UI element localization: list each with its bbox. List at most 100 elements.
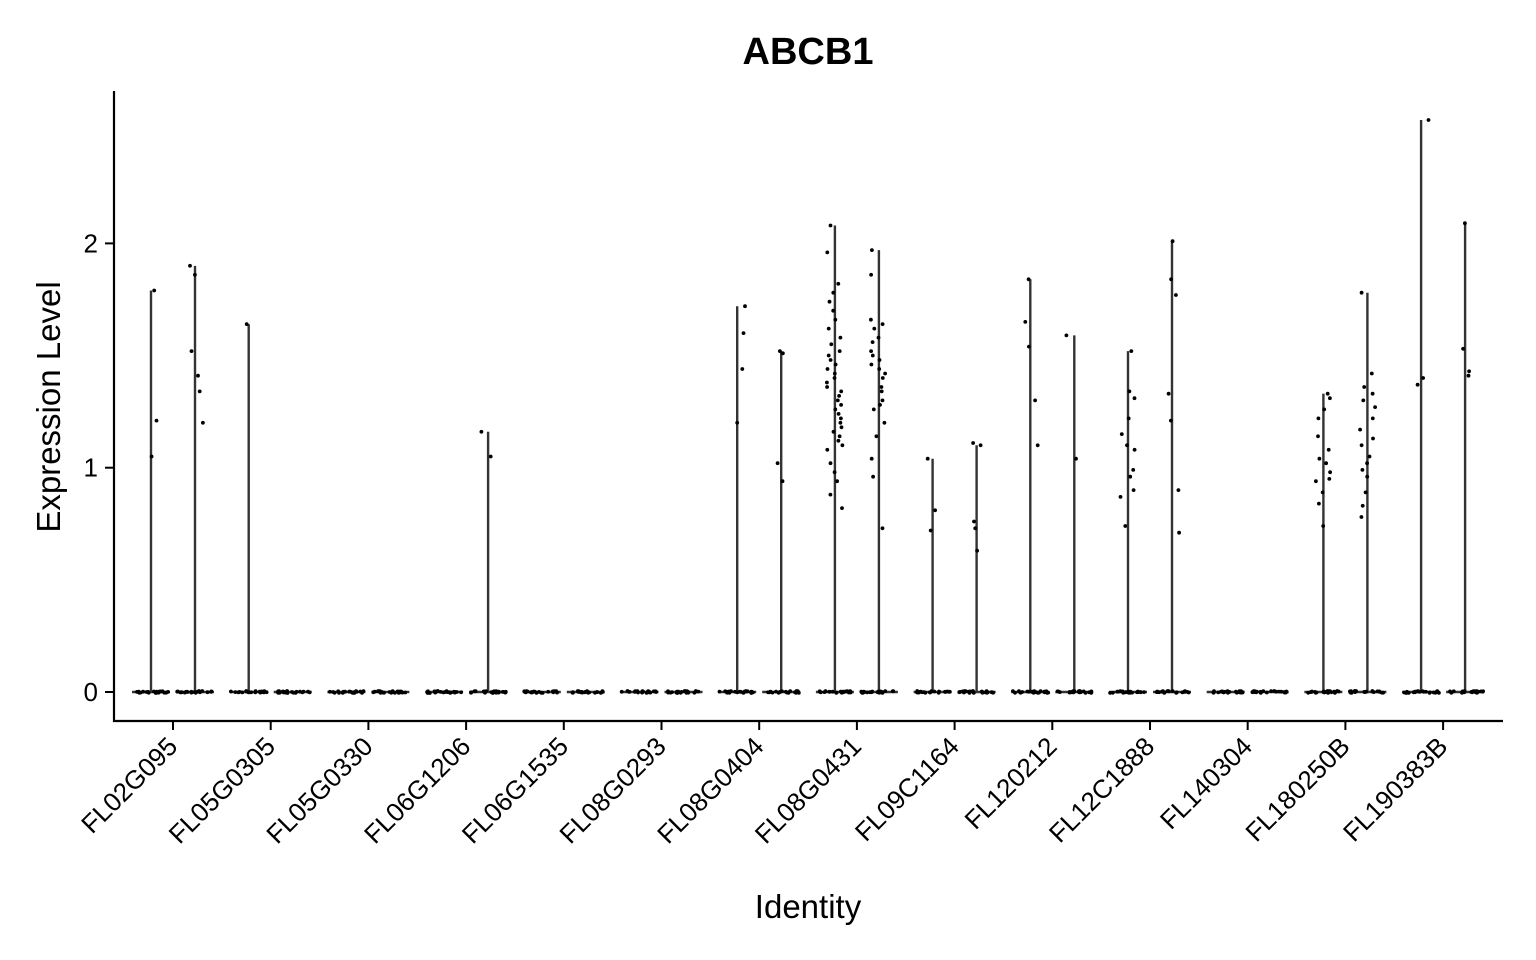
data-point: [1177, 530, 1181, 535]
data-point: [1121, 690, 1126, 695]
violin-group: [522, 689, 561, 695]
data-point: [1363, 490, 1368, 495]
data-point: [967, 689, 971, 694]
data-point: [738, 689, 743, 694]
data-point: [839, 425, 844, 430]
data-point: [839, 403, 843, 407]
data-point: [770, 690, 775, 695]
violin-group: [1402, 118, 1441, 695]
data-point: [337, 691, 341, 695]
violin-group: [273, 689, 312, 695]
data-point: [957, 690, 962, 695]
data-point: [832, 376, 837, 380]
data-point: [443, 690, 447, 694]
data-point: [880, 398, 885, 403]
data-point: [1180, 690, 1185, 695]
data-point: [1261, 689, 1266, 693]
y-tick-label: 2: [84, 228, 98, 258]
data-point: [1462, 690, 1467, 695]
data-point: [1042, 689, 1047, 694]
data-point: [1119, 432, 1124, 436]
data-point: [1361, 398, 1366, 403]
data-point: [1169, 277, 1173, 282]
data-point: [229, 689, 233, 694]
x-tick-label: FL120212: [959, 731, 1063, 835]
data-point: [524, 689, 528, 694]
data-point: [398, 689, 402, 694]
data-point: [1170, 689, 1175, 694]
data-point: [971, 689, 975, 693]
data-point: [403, 690, 408, 695]
data-point: [775, 461, 780, 466]
data-point: [1056, 689, 1061, 694]
data-point: [1306, 690, 1311, 695]
data-point: [1136, 689, 1140, 694]
data-point: [975, 548, 979, 553]
data-point: [193, 272, 197, 277]
data-point: [1170, 239, 1175, 244]
data-point: [973, 526, 978, 531]
data-point: [189, 349, 194, 353]
data-point: [298, 689, 302, 694]
data-point: [530, 690, 534, 695]
data-point: [826, 353, 831, 358]
data-point: [729, 689, 733, 694]
data-point: [835, 398, 840, 403]
data-point: [980, 690, 985, 694]
data-point: [640, 690, 644, 695]
data-point: [836, 412, 841, 416]
data-point: [488, 454, 493, 459]
data-point: [469, 690, 473, 695]
plot-area: [132, 118, 1485, 695]
data-point: [201, 420, 205, 425]
data-point: [880, 690, 884, 695]
data-point: [1174, 293, 1178, 297]
data-point: [546, 689, 551, 694]
data-point: [1238, 690, 1243, 695]
data-point: [1325, 391, 1330, 396]
data-point: [778, 690, 782, 694]
data-point: [877, 358, 882, 362]
data-point: [1475, 690, 1479, 695]
data-point: [253, 689, 258, 694]
data-point: [880, 322, 885, 326]
data-point: [154, 418, 159, 423]
x-tick-label: FL140304: [1154, 731, 1258, 835]
data-point: [828, 492, 833, 497]
data-point: [1234, 690, 1239, 695]
data-point: [1428, 690, 1432, 695]
data-point: [686, 690, 691, 695]
data-point: [846, 689, 851, 694]
data-point: [435, 689, 440, 693]
data-point: [735, 420, 740, 425]
data-point: [920, 690, 924, 695]
data-point: [877, 367, 882, 371]
data-point: [825, 250, 830, 255]
violin-group: [132, 288, 170, 695]
data-point: [870, 340, 875, 344]
data-point: [835, 479, 839, 484]
data-point: [928, 528, 933, 533]
violin-group: [859, 248, 898, 695]
data-point: [550, 689, 555, 694]
data-point: [794, 690, 798, 695]
data-point: [1324, 461, 1328, 466]
data-point: [1365, 461, 1369, 466]
data-point: [876, 335, 881, 340]
data-point: [449, 690, 454, 695]
data-point: [1359, 515, 1364, 519]
data-point: [264, 690, 269, 695]
violin-group: [1055, 333, 1094, 695]
data-point: [1129, 349, 1134, 353]
data-point: [1461, 346, 1465, 351]
data-point: [834, 691, 839, 695]
data-point: [1174, 691, 1179, 695]
data-point: [840, 506, 844, 510]
data-point: [971, 441, 975, 445]
data-point: [555, 690, 559, 695]
x-tick-label: FL180250B: [1239, 731, 1355, 847]
data-point: [880, 526, 885, 531]
data-point: [1211, 690, 1216, 695]
x-axis-title: Identity: [755, 888, 862, 925]
data-point: [1186, 690, 1191, 695]
